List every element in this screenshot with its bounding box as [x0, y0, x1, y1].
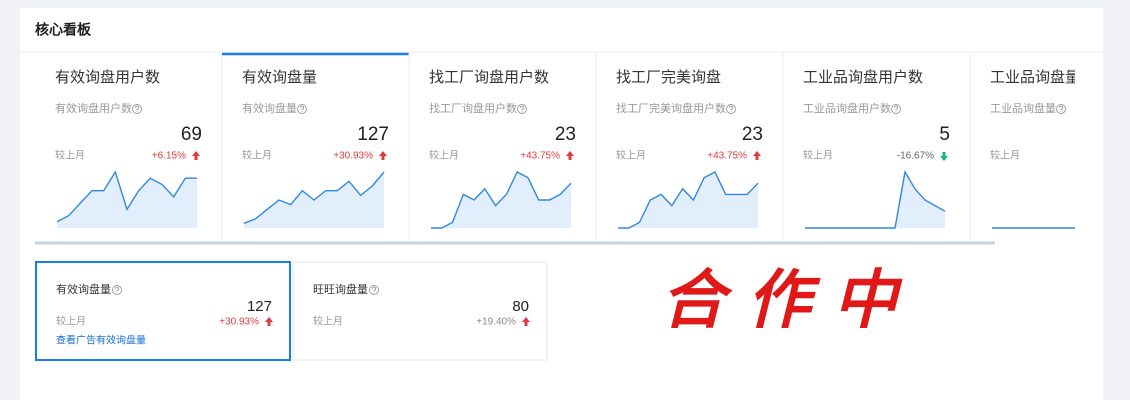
card-title: 旺旺询盘量	[313, 282, 368, 296]
arrow-up	[753, 151, 761, 160]
card-title: 有效询盘量	[56, 282, 111, 296]
card-value: 127	[357, 124, 389, 145]
card-value: 23	[555, 124, 576, 145]
arrow-up	[566, 151, 574, 160]
help-icon-mark	[371, 286, 377, 293]
help-icon	[297, 104, 307, 114]
compare-label: 较上月	[616, 149, 646, 162]
change: +6.15%	[152, 151, 186, 162]
help-icon-mark	[134, 105, 140, 112]
compare-label: 较上月	[242, 149, 272, 162]
compare-label: 较上月	[429, 149, 459, 162]
panel-title: 核心看板	[35, 22, 92, 38]
compare-label: 较上月	[56, 315, 86, 328]
change: +30.93%	[219, 317, 259, 328]
change: -16.67%	[897, 151, 934, 162]
card-value: 69	[181, 124, 202, 145]
compare-label: 较上月	[990, 149, 1020, 162]
sparkline-line	[243, 171, 385, 224]
change: +19.40%	[476, 317, 516, 328]
help-icon-mark	[299, 105, 305, 112]
help-icon-mark	[893, 105, 899, 112]
sparkline-area	[805, 172, 945, 228]
card-frame	[35, 261, 291, 361]
card-title: 工业品询盘量	[990, 68, 1080, 86]
link[interactable]: 查看广告有效询盘量	[56, 334, 146, 347]
card-value: 23	[742, 124, 763, 145]
card-title: 有效询盘用户数	[55, 68, 160, 86]
metric-card-small[interactable]: 旺旺询盘量 80 较上月 +19.40%	[292, 261, 548, 361]
compare-label: 较上月	[803, 149, 833, 162]
metric-card-small[interactable]: 有效询盘量 127 较上月 +30.93% 查看广告有效询盘量	[35, 261, 291, 361]
sparkline-line	[56, 170, 197, 223]
change: +30.93%	[333, 151, 373, 162]
card-frame	[292, 261, 548, 361]
card-subtitle: 工业品询盘用户数	[803, 101, 891, 115]
card-title: 找工厂询盘用户数	[429, 68, 549, 86]
card-title: 工业品询盘用户数	[803, 68, 923, 86]
change: +43.75%	[520, 151, 560, 162]
card-row-2: 有效询盘量 127 较上月 +30.93% 查看广告有效询盘量 旺旺询盘量 80 较上月 +19…	[35, 261, 548, 361]
card-value: 80	[512, 298, 529, 315]
help-icon-mark	[114, 286, 120, 293]
change: +43.75%	[707, 151, 747, 162]
help-icon	[517, 104, 527, 114]
arrow-down	[940, 152, 948, 161]
compare-label: 较上月	[55, 149, 85, 162]
help-icon-mark	[728, 105, 734, 112]
card-value: 5	[939, 124, 950, 145]
arrow-up	[522, 317, 530, 326]
sparkline-line	[431, 171, 572, 229]
arrow-up	[192, 151, 200, 160]
sparkline-area	[618, 172, 758, 228]
sparkline-line	[618, 171, 759, 229]
card-subtitle: 找工厂询盘用户数	[429, 101, 517, 115]
help-icon	[1056, 104, 1066, 114]
help-icon-mark	[519, 105, 525, 112]
card-subtitle: 有效询盘量	[242, 101, 297, 115]
help-icon	[891, 104, 901, 114]
sparkline-area	[57, 172, 197, 228]
sparkline-line	[805, 170, 946, 229]
card-subtitle: 找工厂完美询盘用户数	[616, 101, 726, 115]
card-subtitle: 工业品询盘量	[990, 101, 1056, 115]
card-title: 有效询盘量	[242, 68, 317, 86]
arrow-up	[265, 317, 273, 326]
help-icon	[726, 104, 736, 114]
compare-label: 较上月	[313, 315, 343, 328]
card-value: 127	[247, 298, 272, 315]
card-subtitle: 有效询盘用户数	[55, 101, 132, 115]
help-icon	[112, 285, 122, 295]
stamp: 合作中	[661, 264, 919, 336]
arrow-up	[379, 151, 387, 160]
help-icon	[132, 104, 142, 114]
card-title: 找工厂完美询盘	[616, 68, 721, 86]
help-icon	[369, 285, 379, 295]
help-icon-mark	[1058, 105, 1064, 112]
